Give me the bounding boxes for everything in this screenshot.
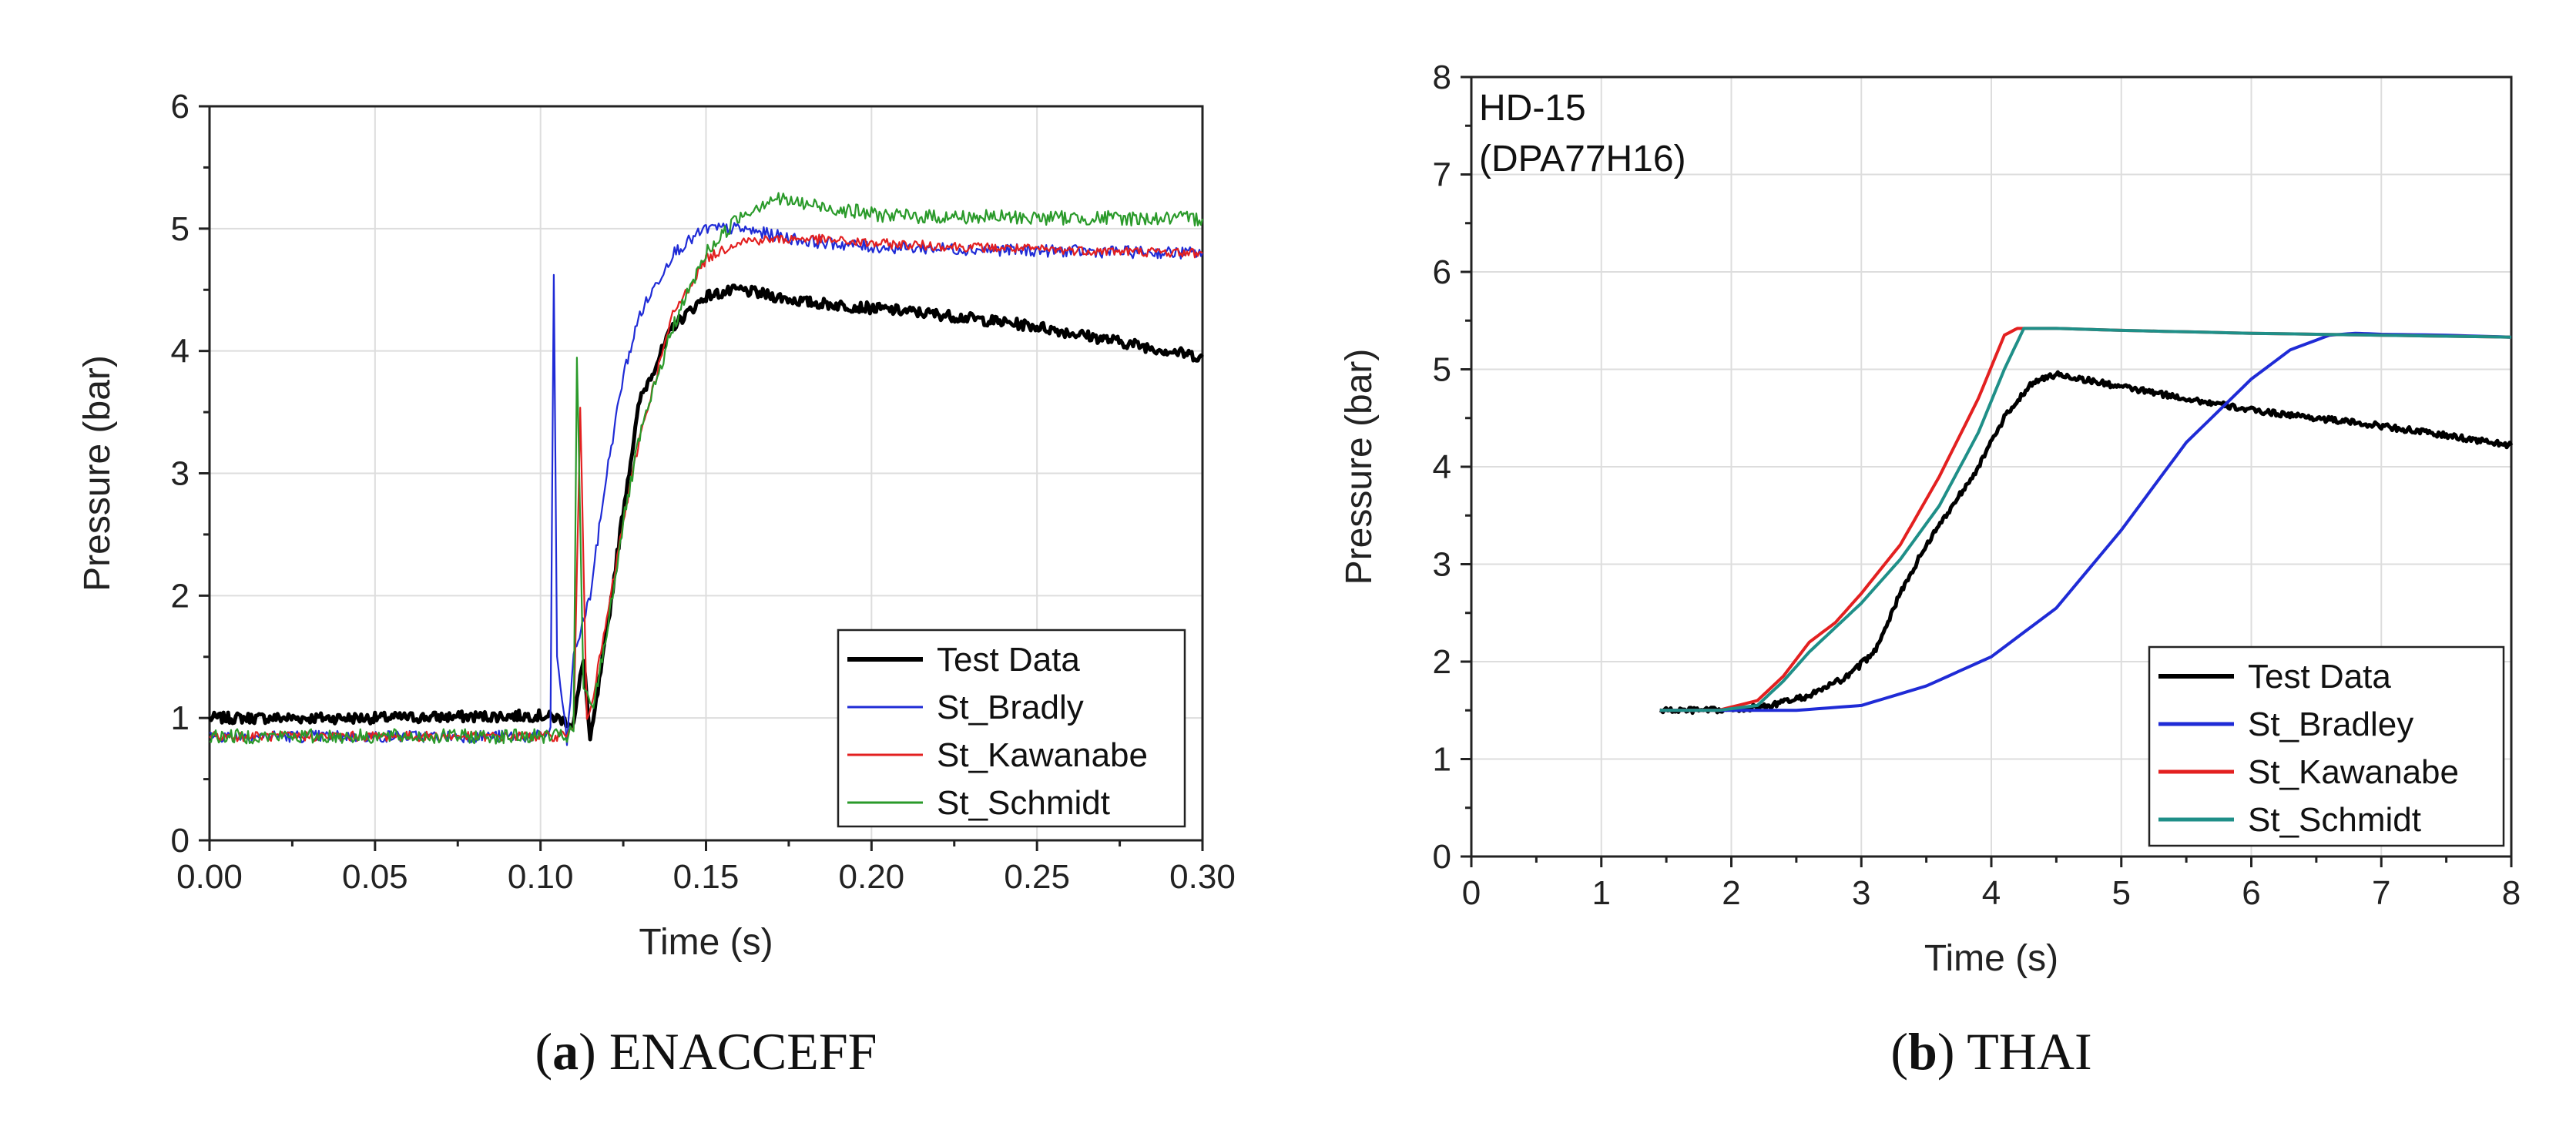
y-tick-label: 5 <box>1433 351 1451 389</box>
panel-b-series-group <box>1659 327 2514 716</box>
legend-box <box>837 629 1186 828</box>
y-tick-label: 6 <box>1433 253 1451 291</box>
legend-label: Test Data <box>937 641 1080 679</box>
legend-label: St_Kawanabe <box>2248 753 2459 791</box>
y-tick-label: 7 <box>1433 156 1451 194</box>
legend-box <box>2148 645 2505 847</box>
x-tick-label: 0.05 <box>342 858 408 896</box>
x-tick-label: 0.00 <box>176 858 243 896</box>
panel-a-caption-label: a <box>552 1022 579 1081</box>
panel-b-caption: (b) THAI <box>1890 1022 2091 1081</box>
x-tick-label: 0.15 <box>673 858 740 896</box>
panel-a-series-group <box>207 192 1204 746</box>
x-tick-label: 2 <box>1722 874 1740 912</box>
panel-a-x-axis-label: Time (s) <box>639 922 773 963</box>
x-tick-label: 6 <box>2242 874 2260 912</box>
y-tick-label: 2 <box>171 577 190 615</box>
panel-b-caption-title: THAI <box>1967 1022 2091 1081</box>
panel-b-annotation-line-1: HD-15 <box>1479 88 1586 129</box>
x-tick-label: 1 <box>1592 874 1611 912</box>
panel-b-axes-ticks: 0 1 2 3 4 5 6 7 8 0 1 2 3 4 5 6 7 8 <box>1433 59 2521 912</box>
x-tick-label: 0.20 <box>839 858 905 896</box>
panel-a-caption-title: ENACCEFF <box>609 1022 877 1081</box>
panel-a-chart: 0.00 0.05 0.10 0.15 0.20 0.25 0.30 0 1 2 3 4 5 6 Time… <box>77 88 1236 1081</box>
legend-label: St_Bradly <box>937 689 1084 726</box>
y-tick-label: 5 <box>171 210 190 248</box>
y-tick-label: 4 <box>171 333 190 370</box>
x-tick-label: 0 <box>1462 874 1481 912</box>
x-tick-label: 4 <box>1982 874 2001 912</box>
y-tick-label: 4 <box>1433 448 1451 486</box>
y-tick-label: 1 <box>171 699 190 737</box>
panel-b-caption-label: b <box>1908 1022 1937 1081</box>
series-line-st-schmidt <box>1659 327 2512 712</box>
panel-a-caption: (a) ENACCEFF <box>535 1022 877 1081</box>
x-tick-label: 5 <box>2112 874 2131 912</box>
y-tick-label: 2 <box>1433 643 1451 681</box>
panel-b-y-axis-label: Pressure (bar) <box>1339 349 1380 585</box>
legend-label: St_Bradley <box>2248 706 2413 743</box>
y-tick-label: 8 <box>1433 59 1451 96</box>
panel-a-y-axis-label: Pressure (bar) <box>77 355 118 592</box>
y-tick-label: 3 <box>1433 546 1451 584</box>
panel-b-chart: 0 1 2 3 4 5 6 7 8 0 1 2 3 4 5 6 7 8 HD-15 (DPA77H16) Time… <box>1339 59 2521 1081</box>
legend-label: St_Schmidt <box>937 784 1110 822</box>
legend-label: St_Kawanabe <box>937 736 1148 774</box>
y-tick-label: 0 <box>1433 838 1451 876</box>
panel-a-axes-ticks: 0.00 0.05 0.10 0.15 0.20 0.25 0.30 0 1 2 3 4 5 6 <box>171 88 1236 896</box>
panel-a-legend: Test Data St_Bradly St_Kawanabe St_Schmidt <box>837 629 1186 828</box>
series-line-test-data <box>1659 370 2514 716</box>
y-tick-label: 3 <box>171 455 190 493</box>
x-tick-label: 7 <box>2372 874 2390 912</box>
panel-b-annotation-line-2: (DPA77H16) <box>1479 139 1686 179</box>
x-tick-label: 0.30 <box>1169 858 1236 896</box>
y-tick-label: 1 <box>1433 741 1451 779</box>
series-line-test-data <box>207 283 1204 742</box>
x-tick-label: 0.10 <box>508 858 574 896</box>
legend-label: St_Schmidt <box>2248 801 2421 839</box>
panel-b-x-axis-label: Time (s) <box>1924 938 2058 979</box>
y-tick-label: 0 <box>171 822 190 860</box>
legend-label: Test Data <box>2248 658 2391 696</box>
x-tick-label: 3 <box>1852 874 1870 912</box>
x-tick-label: 0.25 <box>1004 858 1070 896</box>
y-tick-label: 6 <box>171 88 190 126</box>
panel-b-legend: Test Data St_Bradley St_Kawanabe St_Schmidt <box>2148 645 2505 847</box>
x-tick-label: 8 <box>2502 874 2521 912</box>
series-line-st-schmidt <box>209 192 1204 745</box>
